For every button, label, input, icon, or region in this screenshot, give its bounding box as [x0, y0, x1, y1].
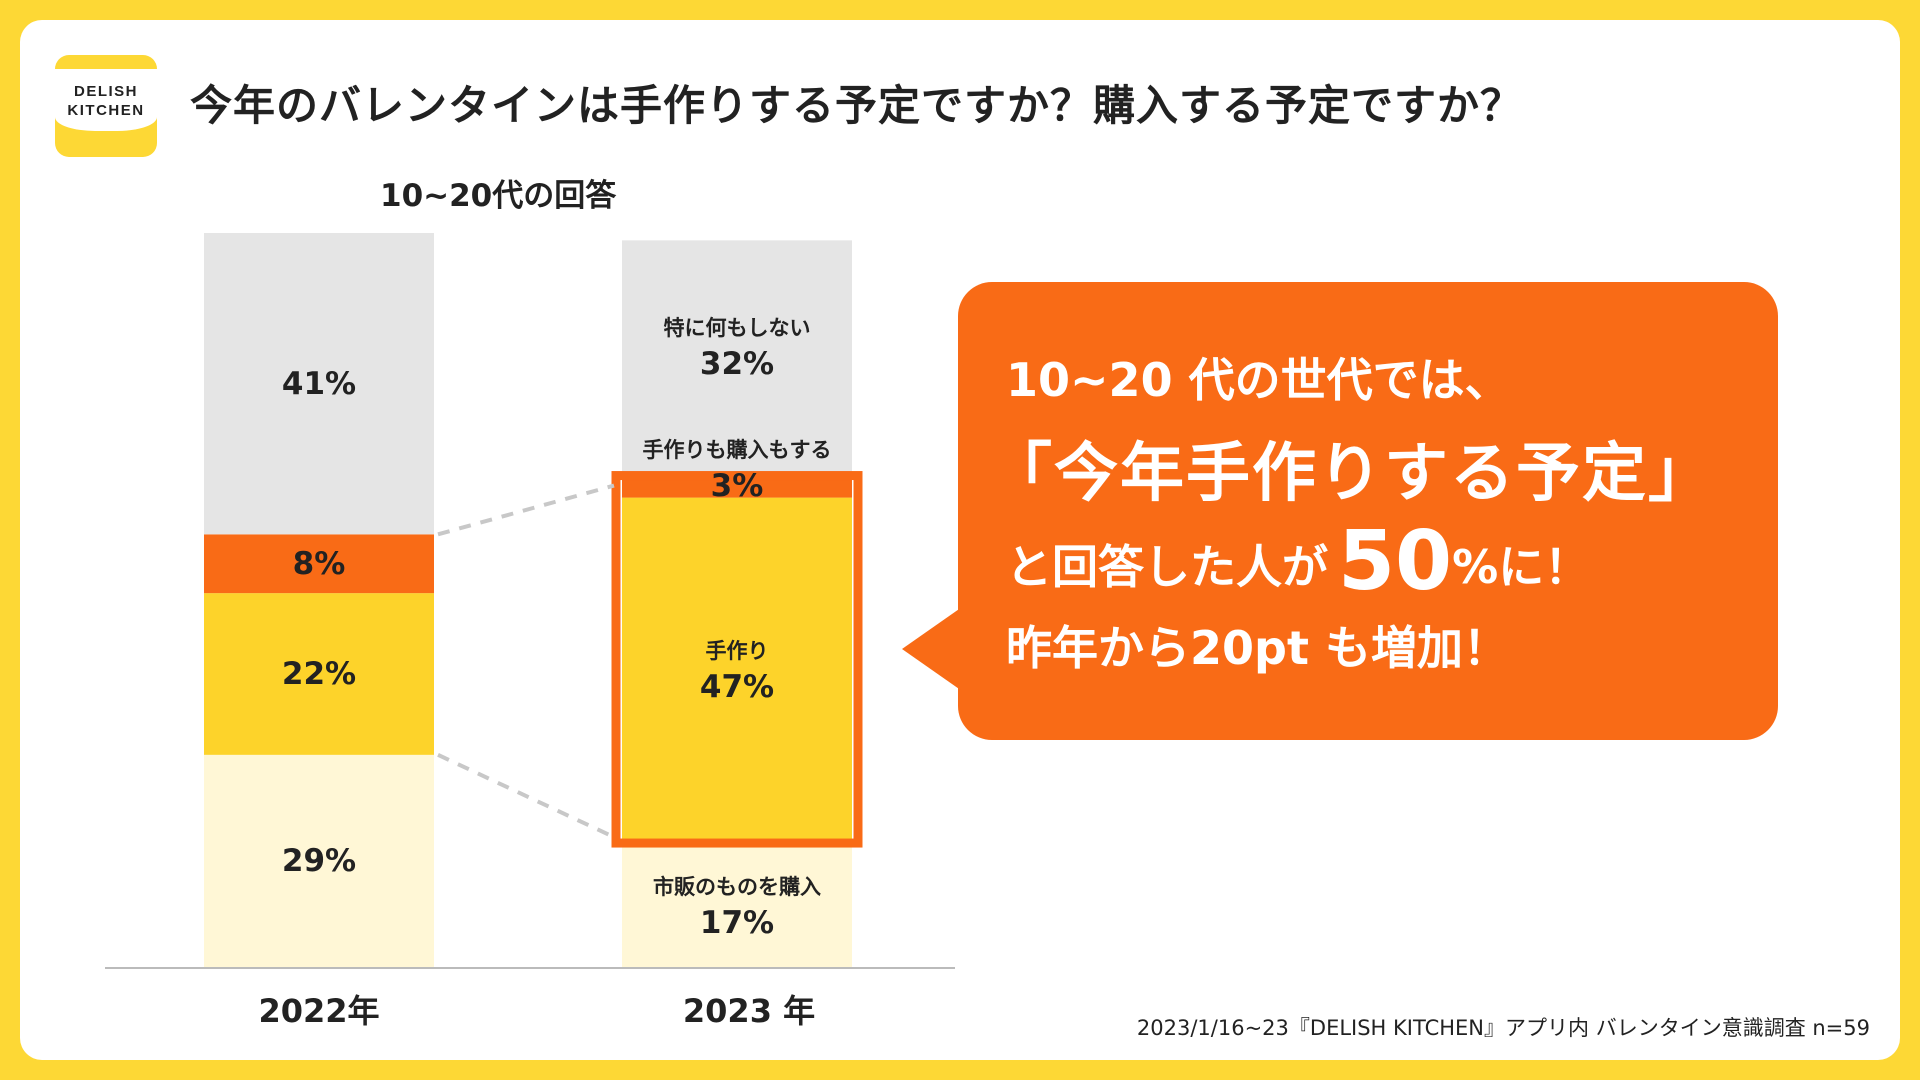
connector-top — [437, 483, 615, 537]
series-name-label: 手作り — [705, 639, 769, 664]
value-label: 8% — [292, 545, 346, 582]
connector-bottom — [437, 753, 615, 839]
callout-line3: と回答した人が 50%に！ — [1006, 514, 1590, 609]
bar-label-1-none: 特に何もしない 32% — [664, 312, 811, 382]
logo-line1: DELISH — [73, 83, 138, 100]
bar-label-0-handmade: 22% — [282, 656, 356, 692]
bar-1-none — [622, 240, 852, 476]
value-label: 17% — [699, 904, 775, 941]
series-name-label: 手作りも購入もする — [642, 437, 832, 462]
bar-0-none — [204, 233, 434, 535]
series-name-label: 市販のものを購入 — [653, 874, 821, 899]
value-label: 29% — [281, 843, 357, 880]
bar-1-buy — [622, 843, 852, 968]
bar-label-1-handmade: 手作り 47% — [700, 635, 774, 705]
bar-label-0-buy: 29% — [282, 843, 356, 879]
callout-line2: 「今年手作りする予定」 — [988, 437, 1714, 511]
value-label: 32% — [699, 346, 775, 383]
callout-tail — [902, 607, 962, 691]
bar-1-both — [622, 475, 852, 498]
chart-subtitle: 10~20代の回答 — [380, 178, 617, 214]
bar-0-buy — [204, 754, 434, 968]
bar-0-handmade — [204, 593, 434, 755]
source-note: 2023/1/16~23『DELISH KITCHEN』アプリ内 バレンタイン意… — [1136, 1016, 1870, 1040]
callout-line1: 10~20 代の世代では、 — [1006, 353, 1511, 407]
logo-plate — [55, 69, 157, 131]
series-name-label: 特に何もしない — [663, 316, 811, 341]
x-tick-label: 2022年 — [258, 992, 380, 1030]
bar-label-0-none: 41% — [282, 366, 356, 402]
bar-0-both — [204, 534, 434, 594]
delish-kitchen-logo: DELISH KITCHEN — [55, 55, 157, 157]
x-tick-label: 2023 年 — [682, 992, 816, 1030]
highlight-box — [611, 471, 863, 848]
value-label: 3% — [710, 467, 764, 504]
value-label: 22% — [281, 656, 357, 692]
callout-big-number: 50 — [1338, 514, 1453, 609]
bar-label-1-buy: 市販のものを購入 17% — [653, 871, 821, 941]
bar-label-0-both: 8% — [293, 546, 346, 582]
value-label: 41% — [281, 365, 357, 402]
callout-line4: 昨年から20pt も増加！ — [1006, 621, 1509, 675]
bar-label-1-both: 手作りも購入もする 3% — [643, 434, 832, 504]
page-title: 今年のバレンタインは手作りする予定ですか？購入する予定ですか？ — [190, 81, 1524, 130]
callout-line3-pre: と回答した人が — [1006, 540, 1328, 594]
logo-line2: KITCHEN — [67, 102, 145, 119]
callout-line3-post: %に！ — [1452, 540, 1591, 594]
value-label: 47% — [699, 669, 775, 706]
bar-1-handmade — [622, 497, 852, 844]
callout-bubble: 10~20 代の世代では、 「今年手作りする予定」 と回答した人が 50%に！ 昨… — [902, 282, 1778, 740]
